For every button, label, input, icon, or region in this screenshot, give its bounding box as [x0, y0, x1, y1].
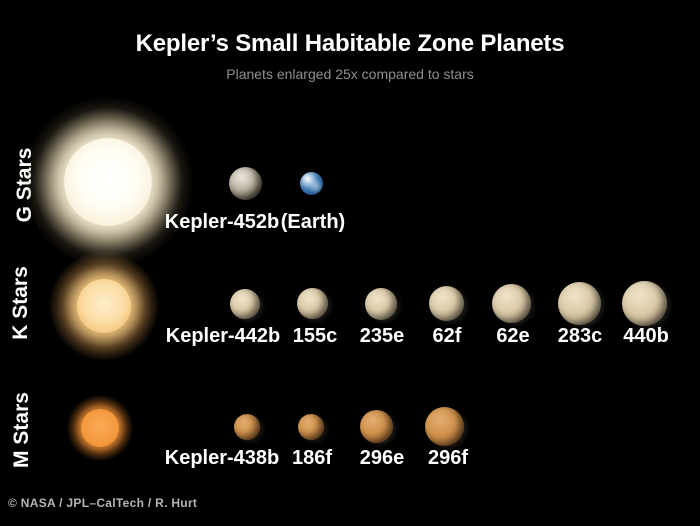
k-star-icon — [77, 279, 131, 333]
planet-label-kepler-283c: 283c — [557, 325, 603, 347]
planet-kepler-62e-icon — [492, 284, 531, 323]
planet-label-kepler-235e: 235e — [359, 325, 405, 347]
planet-label-kepler-62e: 62e — [496, 325, 530, 347]
planet-label-kepler-155c: 155c — [292, 325, 338, 347]
planet-label-kepler-62f: 62f — [432, 325, 462, 347]
planet-label-kepler-186f: 186f — [291, 447, 333, 469]
planet-kepler-186f-icon — [298, 414, 324, 440]
planet-kepler-440b-icon — [622, 281, 667, 326]
planet-kepler-452b-icon — [229, 167, 262, 200]
planet-kepler-283c-icon — [558, 282, 601, 325]
m-star-icon — [81, 409, 119, 447]
row-label-m-stars: M Stars — [10, 392, 33, 468]
planet-kepler-155c-icon — [297, 288, 328, 319]
page-subtitle: Planets enlarged 25x compared to stars — [226, 66, 474, 82]
planet-kepler-296e-icon — [360, 410, 393, 443]
planet-kepler-62f-icon — [429, 286, 464, 321]
planet-label-kepler-452b: Kepler-452b — [164, 211, 280, 233]
g-star-icon — [64, 138, 152, 226]
planet-label-kepler-296f: 296f — [427, 447, 469, 469]
planet-kepler-438b-icon — [234, 414, 260, 440]
planet-label-earth: (Earth) — [280, 211, 346, 233]
planet-label-kepler-440b: 440b — [623, 325, 669, 347]
planet-kepler-235e-icon — [365, 288, 397, 320]
planet-label-kepler-438b: Kepler-438b — [164, 447, 280, 469]
planet-label-kepler-442b: Kepler-442b — [165, 325, 281, 347]
planet-kepler-442b-icon — [230, 289, 260, 319]
planet-label-kepler-296e: 296e — [359, 447, 405, 469]
row-label-k-stars: K Stars — [9, 266, 32, 340]
planet-kepler-296f-icon — [425, 407, 464, 446]
planet-earth-icon — [300, 172, 323, 195]
credit-line: © NASA / JPL–CalTech / R. Hurt — [8, 496, 198, 510]
page-title: Kepler’s Small Habitable Zone Planets — [135, 30, 565, 57]
